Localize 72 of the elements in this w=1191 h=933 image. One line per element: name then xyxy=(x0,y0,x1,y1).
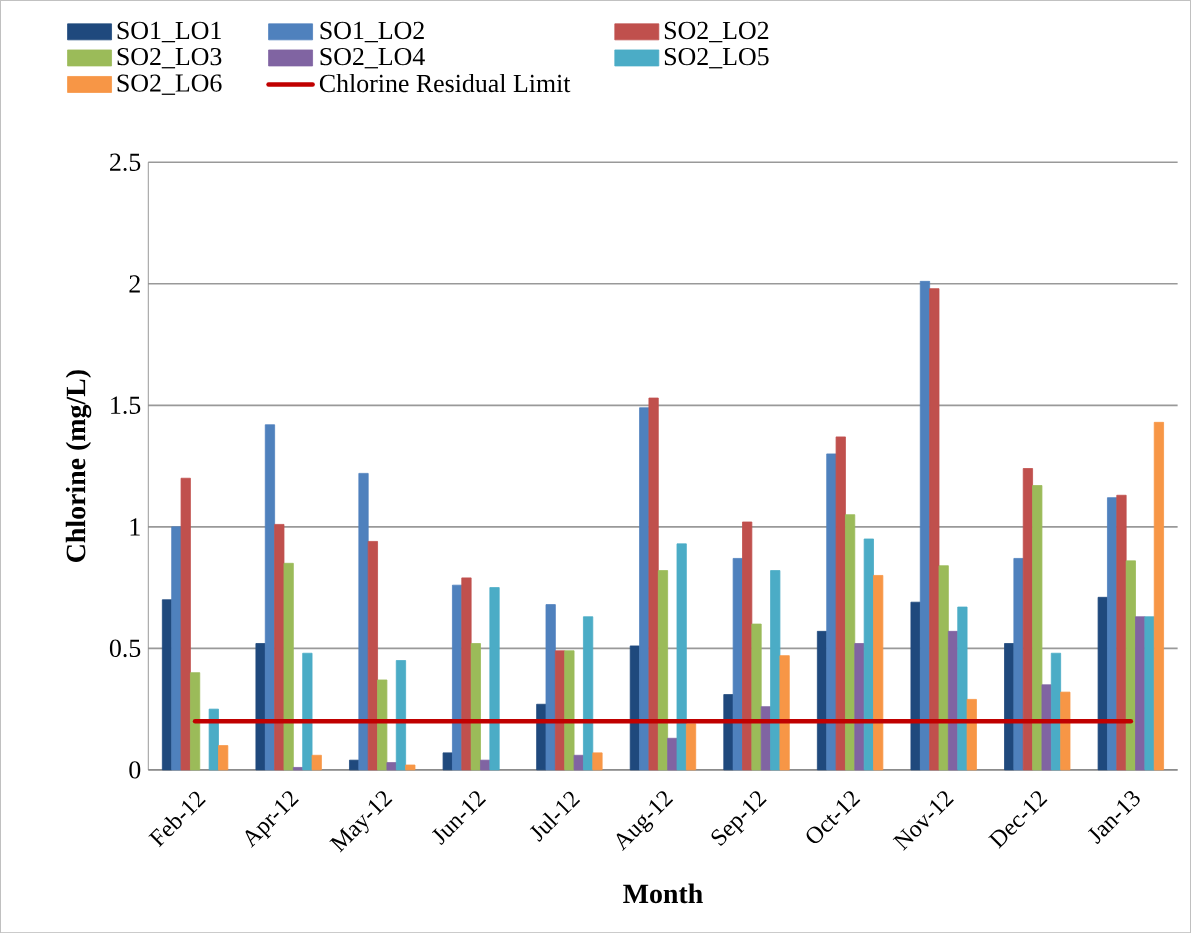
bar xyxy=(657,570,669,771)
legend-label: SO2_LO2 xyxy=(664,21,769,43)
bar xyxy=(1060,691,1071,771)
bar xyxy=(255,643,266,771)
bar xyxy=(302,652,313,771)
bar xyxy=(1116,494,1127,771)
legend-label: SO1_LO1 xyxy=(117,21,221,43)
bar xyxy=(835,436,846,771)
legend-label: SO2_LO6 xyxy=(117,74,222,95)
bar xyxy=(873,574,884,771)
bar xyxy=(667,737,678,771)
bar xyxy=(966,698,977,771)
bar xyxy=(395,660,407,771)
bar xyxy=(545,604,556,771)
legend-label: Chlorine Residual Limit xyxy=(319,73,571,93)
y-tick-label: 0.5 xyxy=(109,639,141,658)
bar xyxy=(349,759,360,771)
bar xyxy=(377,679,388,771)
bar xyxy=(1097,596,1108,771)
bar xyxy=(264,424,276,771)
bar xyxy=(1144,616,1155,771)
bar xyxy=(480,759,491,771)
bar xyxy=(470,643,481,771)
bar xyxy=(779,655,790,771)
bar xyxy=(180,477,191,771)
bar xyxy=(442,752,453,771)
bar xyxy=(208,708,219,771)
bar xyxy=(489,587,500,771)
bar xyxy=(283,562,294,771)
bar xyxy=(386,762,397,771)
legend-label: SO2_LO3 xyxy=(117,47,222,69)
bar xyxy=(311,754,322,771)
y-tick-label: 1 xyxy=(130,518,140,536)
bar xyxy=(1041,684,1052,771)
y-axis-title: Chlorine (mg/L) xyxy=(65,370,92,562)
y-tick-label: 2 xyxy=(129,275,140,293)
bar xyxy=(938,565,949,771)
bar xyxy=(770,570,781,771)
bar xyxy=(1032,485,1043,771)
x-axis-title: Month xyxy=(623,883,703,904)
y-tick-label: 0 xyxy=(129,761,141,779)
bar xyxy=(863,538,874,771)
bar xyxy=(592,752,603,771)
bar xyxy=(218,745,229,771)
bar xyxy=(1013,557,1024,771)
bar xyxy=(358,472,369,771)
bar xyxy=(845,514,856,771)
bar xyxy=(274,523,285,771)
bar xyxy=(190,672,201,771)
legend-label: SO2_LO5 xyxy=(664,47,769,69)
y-tick-label: 2.5 xyxy=(110,153,141,171)
legend-label: SO2_LO4 xyxy=(320,47,425,69)
bar xyxy=(929,288,940,771)
bar xyxy=(583,616,594,771)
bar xyxy=(292,766,304,771)
bar xyxy=(1125,560,1136,771)
bar xyxy=(573,754,584,771)
y-tick-label: 1.5 xyxy=(111,396,141,414)
bar xyxy=(648,397,659,771)
bar xyxy=(405,764,416,771)
bar xyxy=(957,606,968,771)
bar xyxy=(910,601,921,771)
bar xyxy=(732,557,743,771)
bar xyxy=(367,540,378,771)
bar xyxy=(461,577,472,771)
bar xyxy=(564,650,575,771)
bar xyxy=(1153,421,1164,771)
bar xyxy=(751,623,762,771)
legend-label: SO1_LO2 xyxy=(320,21,424,43)
bar xyxy=(685,723,697,771)
bar xyxy=(676,543,687,771)
bar xyxy=(742,521,753,771)
